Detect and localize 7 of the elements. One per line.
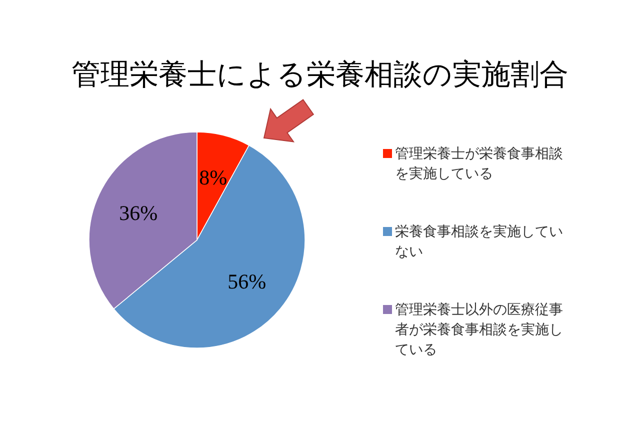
legend-label: 管理栄養士が栄養食事相談を実施している xyxy=(395,146,563,182)
chart-title: 管理栄養士による栄養相談の実施割合 xyxy=(72,57,568,91)
data-label: 56% xyxy=(228,270,266,294)
legend-label: 栄養食事相談を実施していない xyxy=(395,224,563,260)
data-label: 8% xyxy=(199,166,228,190)
legend-label: 管理栄養士以外の医療従事者が栄養食事相談を実施している xyxy=(395,302,563,358)
data-label: 36% xyxy=(119,200,158,225)
